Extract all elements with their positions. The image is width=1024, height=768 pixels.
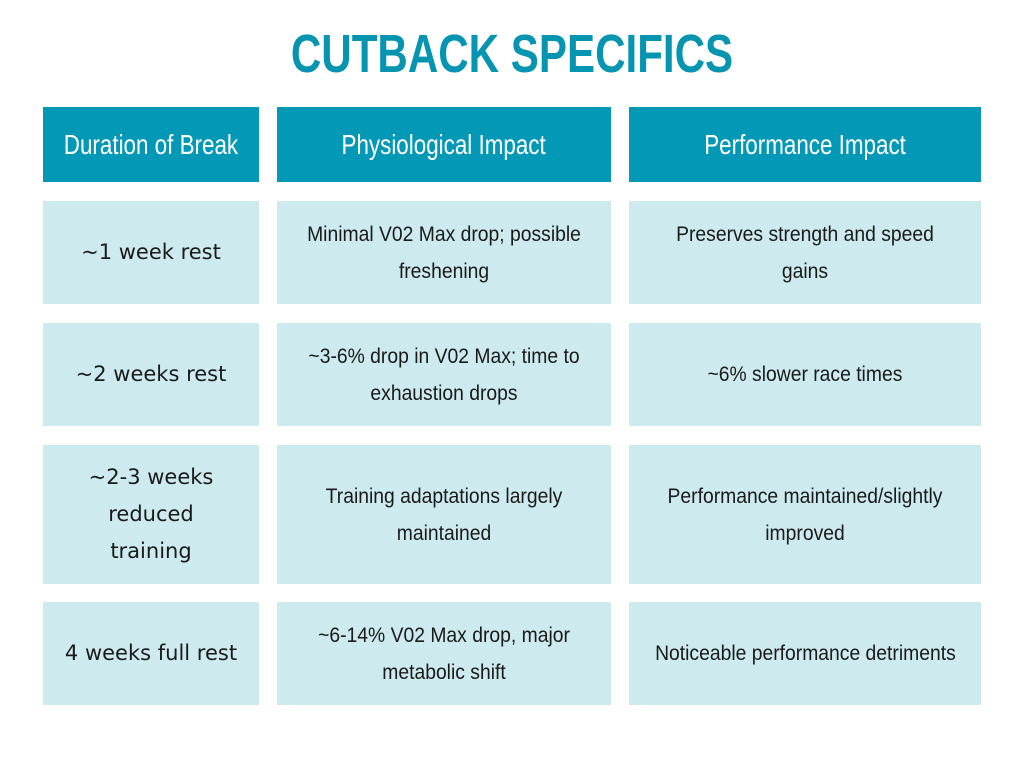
header-duration-label: Duration of Break (63, 128, 239, 160)
cell-text: Performance maintained/slightly improved (667, 484, 943, 545)
header-physiological: Physiological Impact (277, 107, 611, 182)
table-cell-duration: ~2-3 weeks reduced training (43, 445, 259, 584)
cell-text: ~6-14% V02 Max drop, major metabolic shi… (318, 623, 570, 684)
table-cell-performance: Preserves strength and speed gains (629, 201, 981, 304)
table-cell-physiological: ~6-14% V02 Max drop, major metabolic shi… (277, 602, 611, 705)
table-cell-duration: ~2 weeks rest (43, 323, 259, 426)
table-cell-performance: ~6% slower race times (629, 323, 981, 426)
header-physiological-label: Physiological Impact (341, 128, 547, 160)
table-cell-duration: 4 weeks full rest (43, 602, 259, 705)
header-duration: Duration of Break (43, 107, 259, 182)
cell-text: Training adaptations largely maintained (325, 484, 563, 545)
cell-text: ~2 weeks rest (75, 362, 227, 386)
table-cell-physiological: Minimal V02 Max drop; possible freshenin… (277, 201, 611, 304)
cell-text: ~2-3 weeks reduced training (88, 465, 214, 563)
cell-text: ~1 week rest (81, 240, 221, 264)
table-cell-performance: Noticeable performance detriments (629, 602, 981, 705)
header-performance: Performance Impact (629, 107, 981, 182)
table-cell-performance: Performance maintained/slightly improved (629, 445, 981, 584)
header-performance-label: Performance Impact (704, 128, 906, 160)
page-title: CUTBACK SPECIFICS (290, 24, 734, 84)
table-cell-physiological: Training adaptations largely maintained (277, 445, 611, 584)
cell-text: Noticeable performance detriments (654, 642, 956, 665)
cell-text: Preserves strength and speed gains (676, 222, 934, 283)
cell-text: ~3-6% drop in V02 Max; time to exhaustio… (308, 344, 580, 405)
cell-text: ~6% slower race times (707, 363, 903, 386)
cell-text: Minimal V02 Max drop; possible freshenin… (307, 222, 581, 283)
cell-text: 4 weeks full rest (64, 641, 238, 665)
table-cell-physiological: ~3-6% drop in V02 Max; time to exhaustio… (277, 323, 611, 426)
table-cell-duration: ~1 week rest (43, 201, 259, 304)
